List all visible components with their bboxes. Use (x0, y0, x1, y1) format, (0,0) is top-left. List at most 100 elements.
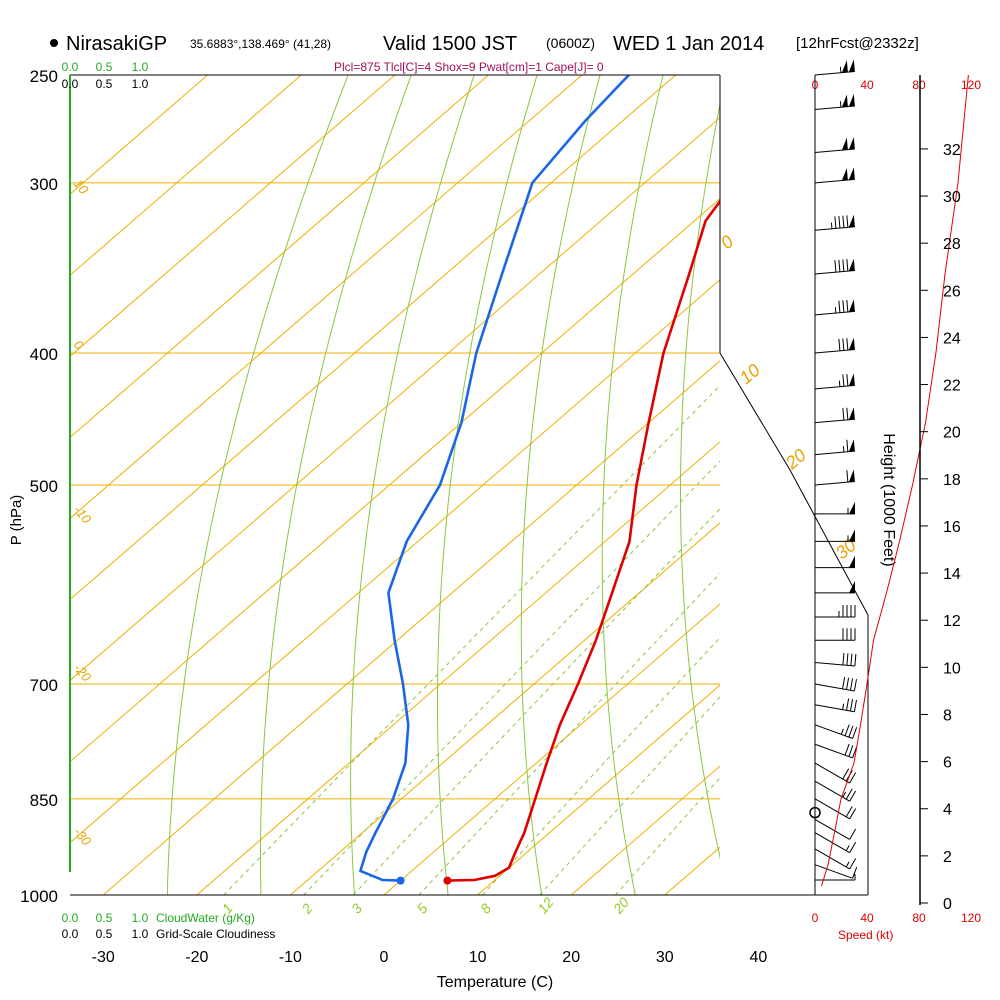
wind-barb (814, 743, 858, 759)
temperature-tick-label: -10 (279, 949, 302, 966)
height-tick-label: 8 (943, 707, 952, 724)
wind-barb (814, 848, 857, 870)
height-tick-label: 24 (943, 330, 961, 347)
wind-barb (815, 529, 855, 542)
wind-barb-shaft (814, 704, 855, 713)
wind-barb-flag (848, 337, 855, 351)
wind-barb-full (842, 374, 845, 387)
wind-barb-full (845, 788, 853, 800)
dewpoint-profile-line (359, 75, 630, 882)
pressure-tick-label: 1000 (20, 887, 58, 906)
wind-barb-flag (841, 60, 848, 73)
valid-zulu: (0600Z) (546, 35, 595, 51)
height-tick-label: 10 (943, 660, 961, 677)
temperature-tick-label: 10 (469, 949, 487, 966)
dry-adiabat-line (520, 75, 601, 895)
height-tick-label: 18 (943, 472, 961, 489)
wind-barb (814, 373, 855, 390)
speed-profile-line (821, 74, 969, 887)
wind-barb-shaft (814, 818, 850, 840)
wind-barb-flag (848, 439, 855, 452)
temperature-tick-label: -30 (92, 949, 115, 966)
wind-barb (814, 137, 855, 154)
valid-date: WED 1 Jan 2014 (613, 33, 764, 55)
wind-barb (814, 780, 857, 802)
isotherm-line (70, 75, 583, 520)
isotherm-label: 10 (71, 176, 92, 197)
mixing-ratio-label: 5 (413, 900, 430, 916)
wind-barb-flag (849, 580, 855, 593)
cloudiness-tick-bottom: 0.0 (62, 927, 79, 941)
wind-barb-half (834, 306, 837, 314)
wind-barb-shaft (814, 683, 855, 692)
wind-barb-full (852, 866, 858, 879)
temperature-tick-label: 30 (656, 949, 674, 966)
wind-barb-full (842, 676, 846, 689)
height-tick-label: 20 (943, 425, 961, 442)
wind-barb-full (842, 408, 845, 421)
x-axis-title: Temperature (C) (437, 974, 553, 991)
isotherm-label: -20 (71, 660, 95, 685)
wind-barb-flag (849, 501, 855, 514)
wind-barb (815, 501, 855, 515)
wind-barb-shaft (814, 798, 850, 820)
wind-barb-half (839, 101, 842, 108)
wind-barb-full (846, 299, 849, 313)
pressure-tick-label: 700 (30, 676, 58, 695)
isotherm-line (383, 603, 720, 895)
cloudwater-tick-bottom: 0.0 (62, 911, 79, 925)
height-tick-label: 22 (943, 378, 961, 395)
wind-barb-full (852, 727, 858, 739)
wind-barb-half (830, 222, 833, 229)
speed-tick-bottom: 80 (912, 911, 926, 925)
wind-barb-full (849, 828, 857, 840)
wind-barb-flag (849, 529, 855, 542)
isotherm-label: 0 (71, 337, 88, 353)
wind-barb-shaft (814, 418, 855, 424)
dewpoint-surface-marker (396, 876, 405, 885)
wind-barb-full (849, 842, 857, 853)
wind-barb (814, 864, 858, 879)
wind-barb-flag (848, 258, 855, 272)
dry-adiabat-line (437, 75, 538, 895)
wind-barb-full (848, 745, 854, 757)
isotherm-line (70, 75, 489, 439)
cloudiness-tick-top: 0.5 (96, 77, 113, 91)
wind-barb-shaft (814, 349, 855, 354)
cloudiness-label: Grid-Scale Cloudiness (156, 927, 275, 941)
wind-barb-full (849, 858, 857, 870)
wind-barb-full (849, 699, 854, 712)
wind-barb (814, 439, 855, 456)
mixing-ratio-line (223, 384, 720, 895)
height-axis-title: Height (1000 Feet) (880, 433, 897, 566)
wind-barb-flag (848, 469, 855, 483)
wind-barb (815, 874, 856, 881)
stability-indices: Plcl=875 Tlcl[C]=4 Shox=9 Pwat[cm]=1 Cap… (334, 60, 604, 74)
wind-barb-shaft (814, 762, 850, 784)
wind-barb-full (838, 300, 841, 313)
wind-speed-profile (821, 74, 969, 887)
wind-barb (814, 652, 857, 667)
forecast-info: [12hrFcst@2332z] (796, 35, 919, 52)
isotherm-line (70, 75, 396, 357)
wind-barb (814, 167, 855, 184)
wind-barb-flag (848, 299, 855, 312)
height-tick-label: 12 (943, 613, 961, 630)
dry-adiabat-line (830, 75, 916, 895)
wind-barb-full (842, 259, 845, 272)
wind-barb-shaft (814, 743, 853, 759)
wind-barb-full (842, 652, 845, 665)
dry-adiabat-line (970, 75, 1000, 895)
dry-adiabat-line (166, 75, 349, 895)
isotherm-line (70, 198, 720, 763)
wind-barb-shaft (814, 71, 855, 76)
dry-adiabat-line (350, 75, 475, 895)
wind-barb (815, 604, 856, 618)
isotherm-line (196, 441, 720, 895)
mixing-ratio-label: 20 (609, 894, 632, 917)
station-marker-icon (50, 39, 58, 47)
wind-barb-full (838, 216, 841, 229)
wind-barb-full (834, 216, 837, 229)
